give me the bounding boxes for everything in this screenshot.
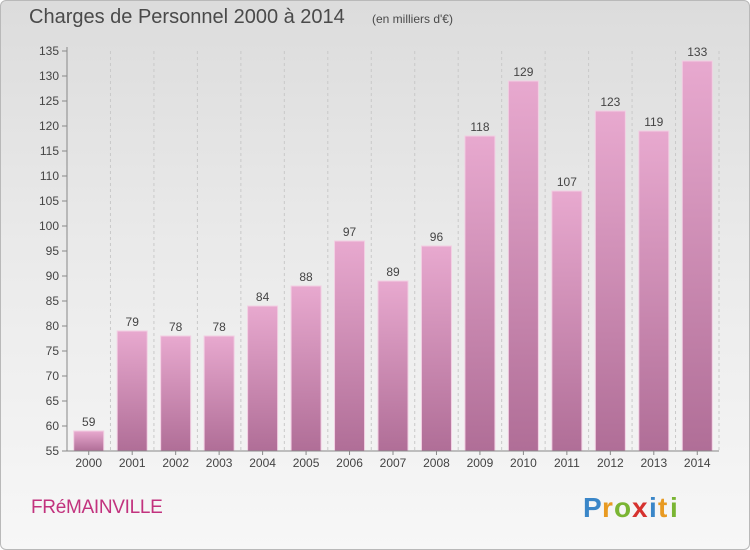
svg-text:t: t <box>658 492 667 523</box>
y-tick-label: 60 <box>46 419 60 433</box>
value-label: 78 <box>169 320 183 334</box>
y-tick-label: 85 <box>46 294 60 308</box>
bar <box>377 280 409 452</box>
bar <box>160 335 192 452</box>
y-tick-label: 80 <box>46 319 60 333</box>
y-tick-label: 95 <box>46 244 60 258</box>
value-label: 118 <box>470 120 489 134</box>
svg-text:o: o <box>614 492 631 523</box>
value-label: 129 <box>513 65 533 79</box>
x-tick-label: 2004 <box>249 456 276 470</box>
x-tick-label: 2003 <box>206 456 233 470</box>
x-tick-label: 2009 <box>467 456 494 470</box>
x-tick-label: 2014 <box>684 456 711 470</box>
svg-text:P: P <box>583 492 602 523</box>
y-tick-label: 70 <box>46 369 60 383</box>
y-tick-label: 110 <box>40 169 59 183</box>
x-tick-label: 2012 <box>597 456 624 470</box>
x-tick-label: 2007 <box>380 456 407 470</box>
proxiti-logo: P r o x i t i <box>583 492 678 523</box>
bar <box>420 245 452 452</box>
y-tick-label: 135 <box>39 44 59 58</box>
y-tick-label: 100 <box>39 219 59 233</box>
svg-text:i: i <box>670 492 678 523</box>
bar <box>507 80 539 452</box>
y-tick-label: 105 <box>39 194 59 208</box>
bar <box>464 135 496 452</box>
value-label: 88 <box>299 270 313 284</box>
y-tick-label: 55 <box>46 444 60 458</box>
bar <box>551 190 583 452</box>
value-label: 59 <box>82 415 96 429</box>
y-tick-label: 125 <box>39 94 59 108</box>
x-tick-label: 2001 <box>119 456 146 470</box>
bar <box>638 130 670 452</box>
bar <box>594 110 626 452</box>
bar <box>681 60 713 452</box>
x-tick-label: 2005 <box>293 456 320 470</box>
svg-text:i: i <box>649 492 657 523</box>
bar <box>247 305 279 452</box>
x-tick-label: 2008 <box>423 456 450 470</box>
bar <box>116 330 148 452</box>
y-tick-label: 130 <box>39 69 59 83</box>
chart-title: Charges de Personnel 2000 à 2014 <box>29 6 345 28</box>
y-tick-label: 90 <box>46 269 60 283</box>
x-tick-label: 2013 <box>640 456 667 470</box>
y-tick-label: 65 <box>46 394 60 408</box>
bar <box>73 430 105 452</box>
value-label: 97 <box>343 225 357 239</box>
x-tick-label: 2010 <box>510 456 537 470</box>
value-label: 107 <box>557 175 577 189</box>
chart-subtitle: (en milliers d'€) <box>372 12 453 26</box>
bar <box>203 335 235 452</box>
value-label: 84 <box>256 290 270 304</box>
value-label: 89 <box>386 265 400 279</box>
value-label: 119 <box>644 115 663 129</box>
value-label: 96 <box>430 230 444 244</box>
y-tick-label: 120 <box>39 119 59 133</box>
x-tick-label: 2006 <box>336 456 363 470</box>
x-tick-label: 2000 <box>75 456 102 470</box>
x-tick-label: 2011 <box>554 456 580 470</box>
value-label: 79 <box>126 315 140 329</box>
svg-text:r: r <box>602 492 613 523</box>
value-label: 78 <box>212 320 226 334</box>
value-label: 123 <box>600 95 620 109</box>
y-tick-label: 115 <box>40 144 59 158</box>
value-label: 133 <box>687 45 707 59</box>
place-name: FRéMAINVILLE <box>31 497 163 518</box>
svg-text:x: x <box>632 492 648 523</box>
bar <box>290 285 322 452</box>
bar <box>334 240 366 452</box>
x-tick-label: 2002 <box>162 456 189 470</box>
y-tick-label: 75 <box>46 344 60 358</box>
